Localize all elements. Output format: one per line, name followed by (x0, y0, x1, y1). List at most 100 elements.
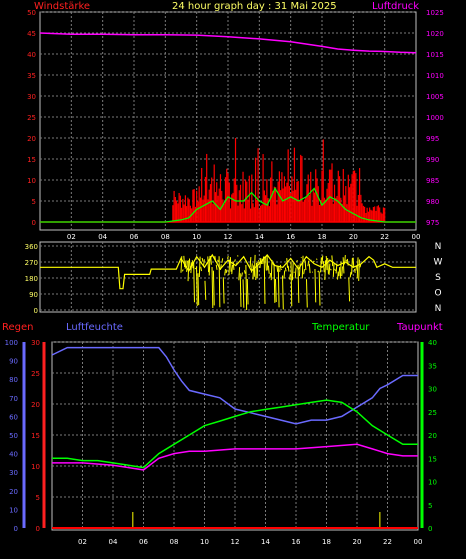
direction-spike (259, 260, 260, 263)
humidity-tick-label: 0 (14, 525, 18, 533)
rain-tick-label: 20 (31, 401, 40, 409)
x-tick-label: 06 (139, 538, 148, 546)
wind-tick-label: 50 (27, 9, 36, 17)
humidity-tick-label: 100 (5, 339, 18, 347)
direction-spike (338, 272, 339, 280)
pressure-tick-label: 1025 (426, 9, 444, 17)
pressure-tick-label: 1010 (426, 72, 444, 80)
x-tick-label: 08 (170, 538, 179, 546)
direction-spike (244, 270, 245, 273)
direction-spike (182, 269, 183, 271)
direction-spike (189, 259, 190, 270)
direction-spike (246, 265, 247, 310)
direction-spike (350, 272, 351, 277)
humidity-tick-label: 60 (9, 413, 18, 421)
direction-spike (233, 262, 234, 270)
direction-spike (201, 267, 202, 271)
pressure-tick-label: 985 (426, 177, 439, 185)
direction-spike (256, 263, 257, 280)
direction-spike (184, 256, 185, 267)
direction-spike (237, 256, 238, 257)
direction-tick-label: 90 (29, 291, 38, 299)
direction-spike (322, 256, 323, 264)
temperature-tick-label: 0 (428, 525, 432, 533)
direction-spike (342, 266, 343, 276)
temperature-tick-label: 35 (428, 362, 437, 370)
temperature-tick-label: 25 (428, 409, 437, 417)
legend-dewpoint: Taupunkt (396, 322, 443, 333)
direction-spike (299, 263, 300, 276)
direction-spike (278, 267, 279, 308)
direction-spike (247, 279, 248, 304)
direction-spike (306, 279, 307, 307)
direction-spike (359, 260, 360, 281)
direction-spike (260, 258, 261, 268)
direction-spike (250, 257, 251, 267)
x-tick-label: 04 (109, 538, 118, 546)
wind-direction-frame (40, 242, 416, 312)
pressure-tick-label: 975 (426, 219, 439, 227)
direction-spike (304, 269, 305, 274)
direction-spike (321, 257, 322, 272)
direction-spike (208, 256, 209, 272)
direction-spike (308, 261, 309, 267)
direction-spike (298, 265, 299, 303)
direction-spike (263, 257, 264, 264)
pressure-tick-label: 990 (426, 156, 439, 164)
x-tick-label: 00 (414, 538, 423, 546)
direction-spike (315, 269, 316, 302)
direction-spike (318, 271, 319, 272)
x-tick-label: 22 (383, 538, 392, 546)
direction-spike (316, 259, 317, 260)
x-tick-label: 04 (98, 233, 107, 241)
compass-label: N (435, 304, 442, 314)
pressure-tick-label: 1015 (426, 51, 444, 59)
direction-spike (235, 259, 236, 261)
direction-spike (252, 263, 253, 272)
rain-tick-label: 30 (31, 339, 40, 347)
direction-spike (354, 269, 355, 273)
pressure-tick-label: 995 (426, 135, 439, 143)
direction-spike (226, 270, 227, 273)
direction-spike (333, 263, 334, 277)
direction-spike (225, 269, 226, 275)
pressure-tick-label: 1020 (426, 30, 444, 38)
temperature-tick-label: 20 (428, 432, 437, 440)
climate-panel: 0102030405060708090100051015202530051015… (5, 339, 437, 546)
humidity-tick-label: 50 (9, 432, 18, 440)
direction-spike (213, 271, 214, 306)
direction-spike (285, 268, 286, 272)
x-tick-label: 08 (161, 233, 170, 241)
direction-spike (357, 257, 358, 278)
direction-spike (302, 256, 303, 279)
chart-title: 24 hour graph day : 31 Mai 2025 (172, 1, 337, 12)
direction-spike (335, 269, 336, 271)
wind-tick-label: 30 (27, 93, 36, 101)
direction-spike (349, 277, 350, 301)
temperature-tick-label: 15 (428, 455, 437, 463)
wind-tick-label: 20 (27, 135, 36, 143)
compass-label: W (434, 258, 443, 268)
wind-tick-label: 15 (27, 156, 36, 164)
direction-spike (223, 277, 224, 303)
wind-tick-label: 40 (27, 51, 36, 59)
x-tick-label: 10 (192, 233, 201, 241)
wind-tick-label: 5 (32, 198, 36, 206)
direction-spike (275, 279, 276, 302)
direction-tick-label: 270 (25, 259, 38, 267)
direction-spike (220, 264, 221, 270)
direction-spike (347, 259, 348, 266)
direction-spike (339, 267, 340, 276)
humidity-tick-label: 70 (9, 395, 18, 403)
x-tick-label: 12 (231, 538, 240, 546)
humidity-tick-label: 80 (9, 376, 18, 384)
direction-spike (267, 255, 268, 270)
pressure-tick-label: 1005 (426, 93, 444, 101)
direction-spike (216, 265, 217, 270)
direction-spike (194, 262, 195, 302)
compass-label: S (435, 273, 441, 283)
direction-spike (192, 260, 193, 268)
direction-spike (314, 261, 315, 262)
